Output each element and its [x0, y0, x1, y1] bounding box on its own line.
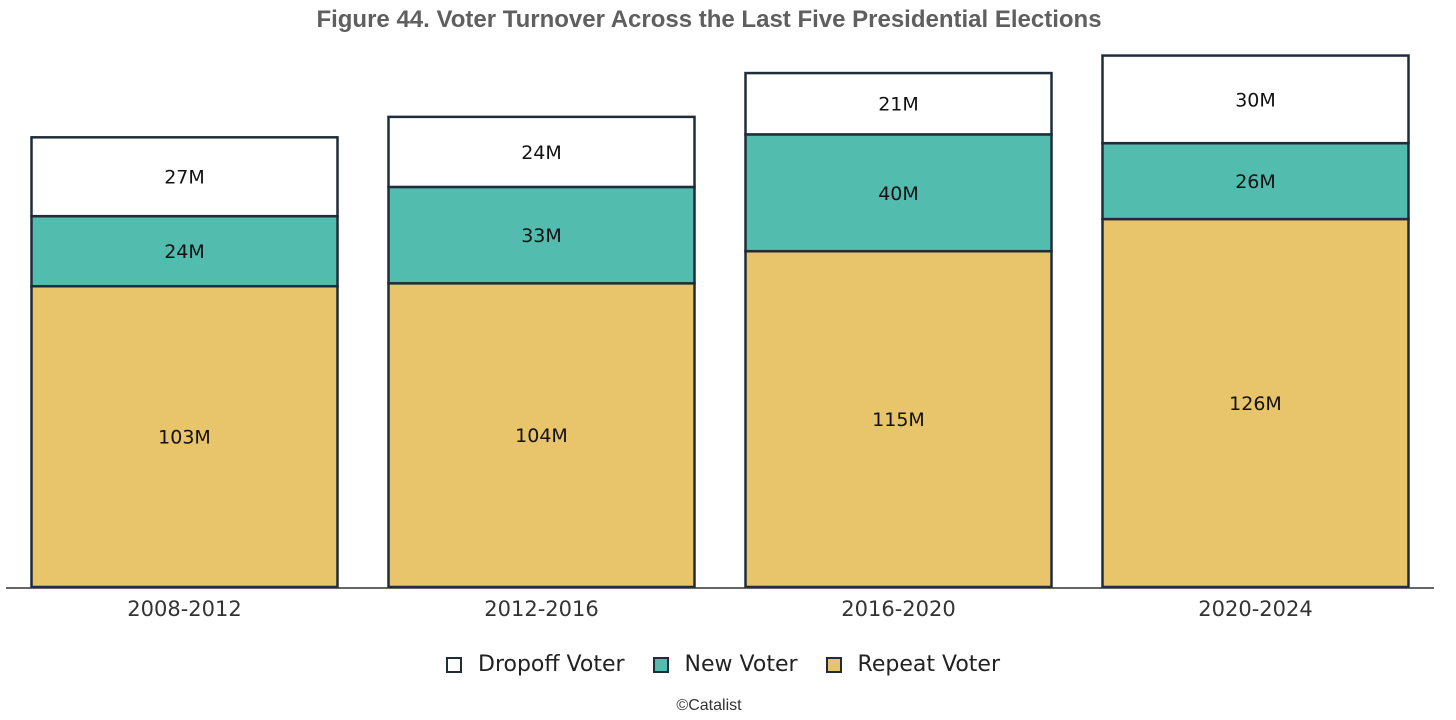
- x-tick-label-2020-2024: 2020-2024: [1198, 597, 1312, 621]
- x-tick-label-2016-2020: 2016-2020: [841, 597, 955, 621]
- data-label-repeat-voter-2012-2016: 104M: [515, 425, 568, 447]
- bar-segment-repeat-voter-2012-2016[interactable]: [387, 282, 696, 589]
- data-label-new-voter-2016-2020: 40M: [878, 183, 919, 205]
- legend-swatch-dropoff: [446, 656, 462, 673]
- legend-label-new: New Voter: [684, 652, 798, 677]
- data-label-repeat-voter-2008-2012: 103M: [158, 427, 211, 449]
- data-label-repeat-voter-2016-2020: 115M: [872, 409, 925, 431]
- bar-segment-dropoff-voter-2020-2024[interactable]: [1101, 54, 1410, 145]
- data-label-dropoff-voter-2008-2012: 27M: [164, 167, 205, 189]
- legend-swatch-new: [652, 656, 669, 673]
- bar-group-2012-2016: 104M 33M 24M 2012-2016: [387, 115, 696, 621]
- bar-group-2016-2020: 115M 40M 21M 2016-2020: [744, 71, 1053, 621]
- legend-swatch-repeat: [825, 656, 842, 673]
- bar-segment-dropoff-voter-2008-2012[interactable]: [30, 136, 339, 218]
- legend-item-dropoff[interactable]: Dropoff Voter: [446, 652, 625, 677]
- bar-segment-new-voter-2012-2016[interactable]: [387, 185, 696, 285]
- legend-label-repeat: Repeat Voter: [857, 652, 1000, 677]
- bar-segment-dropoff-voter-2012-2016[interactable]: [387, 115, 696, 189]
- chart-title: Figure 44. Voter Turnover Across the Las…: [316, 6, 1102, 33]
- data-label-new-voter-2008-2012: 24M: [164, 241, 205, 263]
- bar-segment-new-voter-2020-2024[interactable]: [1101, 141, 1410, 221]
- legend-item-repeat[interactable]: Repeat Voter: [825, 652, 1000, 677]
- bar-segment-repeat-voter-2020-2024[interactable]: [1101, 217, 1410, 589]
- bar-segment-dropoff-voter-2016-2020[interactable]: [744, 71, 1053, 136]
- x-tick-label-2012-2016: 2012-2016: [484, 597, 598, 621]
- bar-segment-repeat-voter-2016-2020[interactable]: [744, 249, 1053, 589]
- bar-segment-repeat-voter-2008-2012[interactable]: [30, 284, 339, 589]
- copyright-credit: ©Catalist: [676, 697, 742, 714]
- legend: Dropoff Voter New Voter Repeat Voter: [0, 652, 1446, 677]
- legend-label-dropoff: Dropoff Voter: [478, 652, 625, 677]
- bar-group-2020-2024: 126M 26M 30M 2020-2024: [1101, 54, 1410, 621]
- bar-segment-new-voter-2016-2020[interactable]: [744, 133, 1053, 253]
- data-label-new-voter-2020-2024: 26M: [1235, 171, 1276, 193]
- data-label-dropoff-voter-2012-2016: 24M: [521, 142, 562, 164]
- data-label-new-voter-2012-2016: 33M: [521, 225, 562, 247]
- data-label-repeat-voter-2020-2024: 126M: [1229, 393, 1282, 415]
- data-label-dropoff-voter-2016-2020: 21M: [878, 94, 919, 116]
- data-label-dropoff-voter-2020-2024: 30M: [1235, 89, 1276, 111]
- bar-group-2008-2012: 103M 24M 27M 2008-2012: [30, 136, 339, 621]
- x-tick-label-2008-2012: 2008-2012: [127, 597, 241, 621]
- stacked-bar-chart: 103M 24M 27M 2008-2012 104M 33M 24M 2012-2016 11…: [6, 54, 1434, 621]
- legend-item-new[interactable]: New Voter: [652, 652, 798, 677]
